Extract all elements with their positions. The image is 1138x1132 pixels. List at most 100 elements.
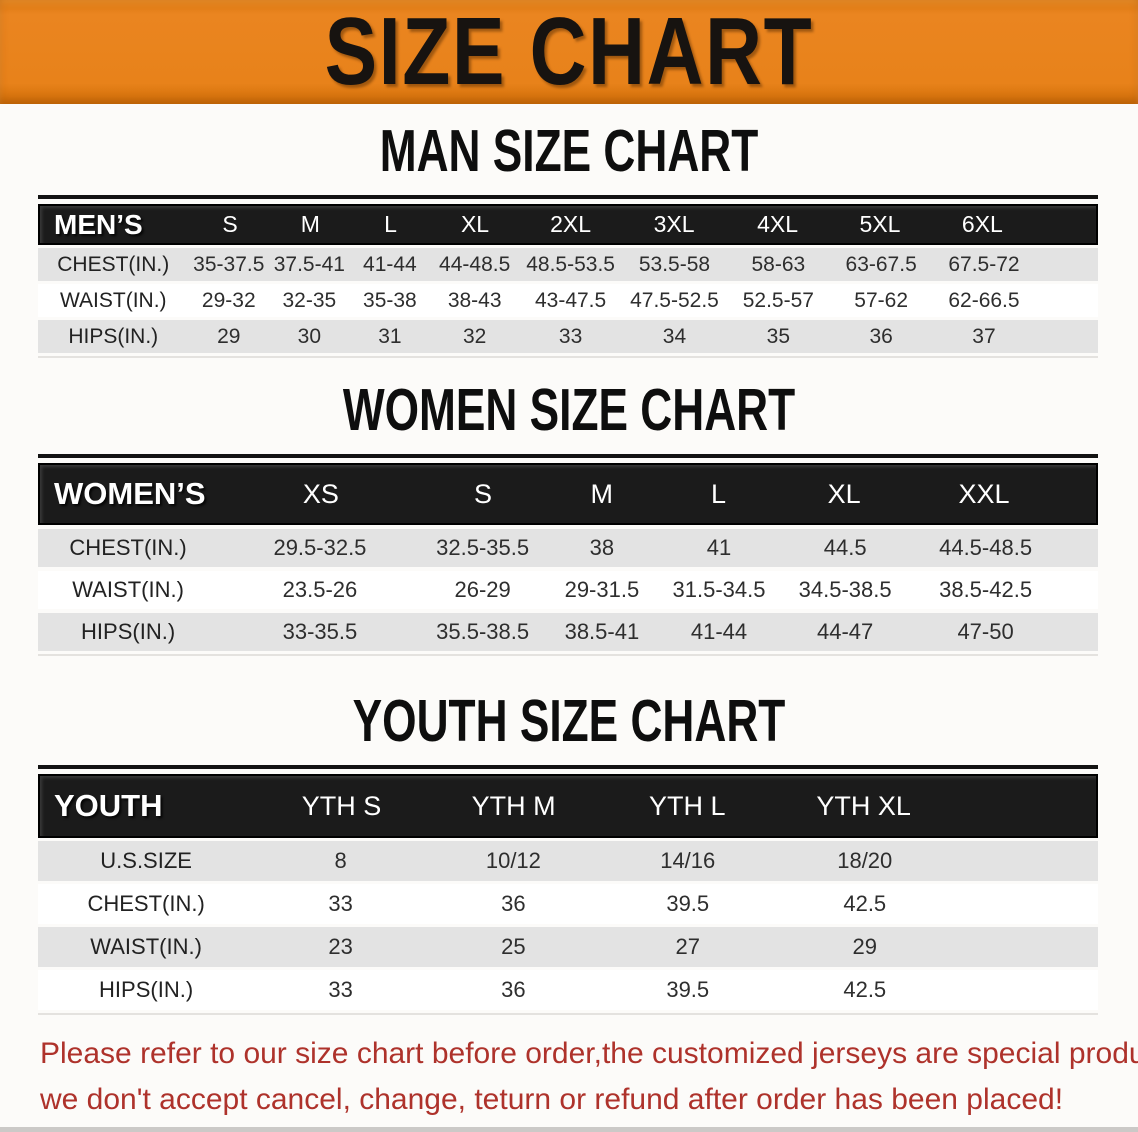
table-header-row: MEN’S S M L XL 2XL 3XL 4XL 5XL 6XL xyxy=(38,204,1098,245)
header-size-cell: M xyxy=(300,211,320,237)
value-cell: 18/20 xyxy=(837,848,893,873)
header-size-cell: YTH XL xyxy=(816,790,911,821)
banner: SIZE CHART xyxy=(0,0,1138,104)
women-size-table: WOMEN’S XS S M L XL XXL CHEST(IN.) 29.5-32.5 32.5… xyxy=(38,454,1098,656)
header-size-cell: XL xyxy=(827,478,861,509)
header-size-cell: L xyxy=(384,211,397,237)
value-cell: 67.5-72 xyxy=(948,252,1020,276)
value-cell: 29-32 xyxy=(201,288,256,312)
value-cell: 38-43 xyxy=(447,288,502,312)
value-cell: 34 xyxy=(662,324,687,348)
value-cell: 23.5-26 xyxy=(282,577,358,602)
table-row: CHEST(IN.) 29.5-32.5 32.5-35.5 38 41 44.5 44.5… xyxy=(38,529,1098,567)
disclaimer-line-1: Please refer to our size chart before or… xyxy=(40,1037,1138,1070)
value-cell: 35 xyxy=(766,324,791,348)
table-header-label: WOMEN’S xyxy=(54,476,206,511)
value-cell: 38.5-41 xyxy=(564,619,640,644)
row-label-cell: HIPS(IN.) xyxy=(99,977,194,1002)
header-size-cell: YTH L xyxy=(649,790,726,821)
table-bottom-border xyxy=(38,356,1098,358)
value-cell: 35.5-38.5 xyxy=(436,619,530,644)
bottom-edge-strip xyxy=(0,1127,1138,1132)
table-row: U.S.SIZE 8 10/12 14/16 18/20 xyxy=(38,841,1098,881)
header-size-cell: 3XL xyxy=(653,211,695,237)
banner-title: SIZE CHART xyxy=(324,0,814,105)
value-cell: 36 xyxy=(501,891,526,916)
value-cell: 33 xyxy=(328,977,353,1002)
value-cell: 47-50 xyxy=(957,619,1014,644)
value-cell: 8 xyxy=(334,848,347,873)
value-cell: 10/12 xyxy=(485,848,541,873)
table-top-border xyxy=(38,454,1098,458)
value-cell: 62-66.5 xyxy=(948,288,1020,312)
value-cell: 29.5-32.5 xyxy=(273,535,367,560)
youth-section-title: YOUTH SIZE CHART xyxy=(352,688,786,754)
value-cell: 38.5-42.5 xyxy=(939,577,1033,602)
value-cell: 39.5 xyxy=(666,977,710,1002)
value-cell: 44-47 xyxy=(817,619,874,644)
value-cell: 29-31.5 xyxy=(564,577,640,602)
table-bottom-border xyxy=(38,654,1098,656)
value-cell: 41-44 xyxy=(690,619,748,644)
value-cell: 33 xyxy=(328,891,353,916)
table-header-label: YOUTH xyxy=(54,788,163,823)
value-cell: 44-48.5 xyxy=(439,252,511,276)
value-cell: 27 xyxy=(675,934,700,959)
header-size-cell: 4XL xyxy=(757,211,799,237)
value-cell: 42.5 xyxy=(843,891,887,916)
table-row: WAIST(IN.) 23.5-26 26-29 29-31.5 31.5-34.5 34… xyxy=(38,571,1098,609)
disclaimer-note: Please refer to our size chart before or… xyxy=(40,1031,1138,1123)
header-size-cell: XL xyxy=(460,211,490,237)
value-cell: 32 xyxy=(462,324,487,348)
header-size-cell: YTH S xyxy=(301,790,382,821)
value-cell: 37 xyxy=(972,324,996,348)
women-size-section: WOMEN SIZE CHART WOMEN’S XS S M L XL XXL CHEST(… xyxy=(0,375,1138,656)
disclaimer-line-2: we don't accept cancel, change, teturn o… xyxy=(40,1083,1064,1116)
youth-size-section: YOUTH SIZE CHART YOUTH YTH S YTH M YTH L YTH… xyxy=(0,686,1138,1015)
row-label-cell: WAIST(IN.) xyxy=(59,288,167,312)
value-cell: 31 xyxy=(378,324,402,348)
value-cell: 14/16 xyxy=(660,848,716,873)
header-size-cell: 6XL xyxy=(961,211,1003,237)
value-cell: 26-29 xyxy=(454,577,511,602)
table-row: HIPS(IN.) 33-35.5 35.5-38.5 38.5-41 41-44 44-… xyxy=(38,613,1098,651)
value-cell: 35-38 xyxy=(363,288,417,312)
value-cell: 41 xyxy=(706,535,732,560)
table-top-border xyxy=(38,765,1098,769)
men-section-title: MAN SIZE CHART xyxy=(379,118,759,184)
value-cell: 29 xyxy=(217,324,241,348)
value-cell: 36 xyxy=(869,324,893,348)
value-cell: 44.5-48.5 xyxy=(939,535,1033,560)
value-cell: 44.5 xyxy=(823,535,867,560)
value-cell: 48.5-53.5 xyxy=(526,252,615,276)
value-cell: 33 xyxy=(558,324,583,348)
value-cell: 34.5-38.5 xyxy=(798,577,892,602)
table-header-label: MEN’S xyxy=(54,208,143,240)
header-size-cell: M xyxy=(590,478,614,509)
value-cell: 32.5-35.5 xyxy=(436,535,530,560)
value-cell: 31.5-34.5 xyxy=(672,577,766,602)
row-label-cell: CHEST(IN.) xyxy=(87,891,205,916)
table-row: HIPS(IN.) 33 36 39.5 42.5 xyxy=(38,970,1098,1010)
value-cell: 30 xyxy=(297,324,322,348)
row-label-cell: HIPS(IN.) xyxy=(81,619,176,644)
men-size-table: MEN’S S M L XL 2XL 3XL 4XL 5XL 6XL CHEST(IN.) 35-37… xyxy=(38,195,1098,358)
header-size-cell: 5XL xyxy=(859,211,901,237)
value-cell: 23 xyxy=(328,934,353,959)
header-size-cell: L xyxy=(710,478,726,509)
value-cell: 43-47.5 xyxy=(534,288,607,312)
table-header-row: WOMEN’S XS S M L XL XXL xyxy=(38,463,1098,525)
men-size-section: MAN SIZE CHART MEN’S S M L XL 2XL 3XL 4XL 5XL 6XL… xyxy=(0,116,1138,358)
header-size-cell: 2XL xyxy=(550,211,592,237)
value-cell: 53.5-58 xyxy=(638,252,711,276)
value-cell: 32-35 xyxy=(282,288,337,312)
table-bottom-border xyxy=(38,1013,1098,1015)
value-cell: 33-35.5 xyxy=(282,619,358,644)
table-header-row: YOUTH YTH S YTH M YTH L YTH XL xyxy=(38,774,1098,838)
table-row: WAIST(IN.) 23 25 27 29 xyxy=(38,927,1098,967)
value-cell: 57-62 xyxy=(854,288,909,312)
value-cell: 38 xyxy=(589,535,615,560)
value-cell: 37.5-41 xyxy=(273,252,345,276)
row-label-cell: HIPS(IN.) xyxy=(68,324,159,348)
table-row: CHEST(IN.) 33 36 39.5 42.5 xyxy=(38,884,1098,924)
